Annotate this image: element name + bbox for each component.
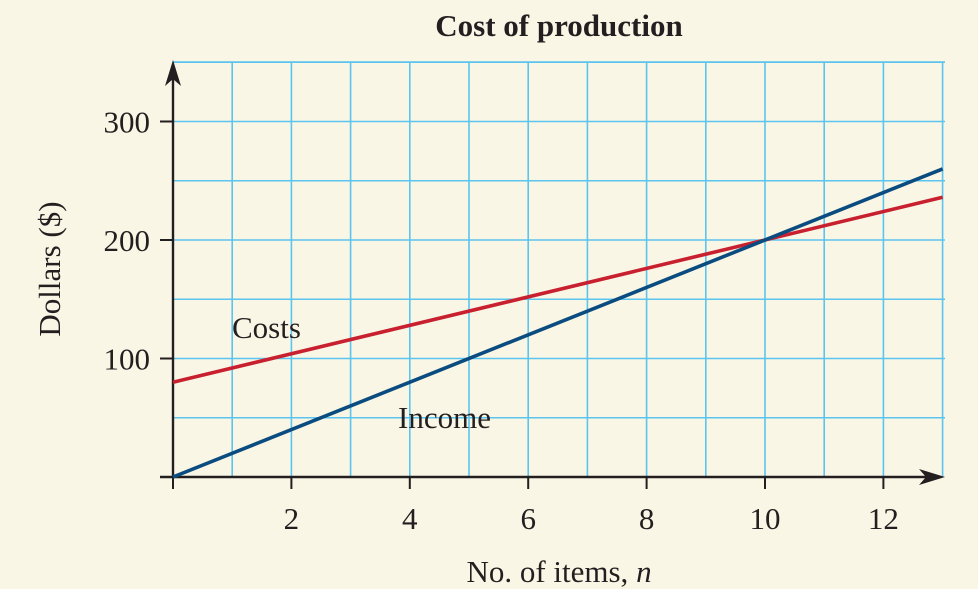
x-axis-arrow	[919, 469, 945, 485]
series-line-income	[172, 167, 944, 479]
x-tick-label: 8	[639, 501, 655, 536]
x-tick-labels: 2 4 6 8 10 12	[284, 501, 899, 536]
y-axis-label: Dollars ($)	[32, 201, 67, 336]
x-axis-variable: n	[636, 554, 652, 589]
y-axis-arrow	[165, 60, 181, 86]
series-label-income: Income	[398, 400, 491, 435]
y-tick-label: 100	[104, 342, 151, 377]
axes	[160, 60, 945, 489]
series-line-costs	[172, 195, 944, 384]
x-tick-label: 10	[750, 501, 781, 536]
x-tick-label: 2	[284, 501, 300, 536]
grid	[173, 61, 945, 477]
y-tick-label: 300	[104, 105, 151, 140]
x-axis-label: No. of items, n	[466, 554, 651, 589]
x-tick-label: 12	[868, 501, 899, 536]
y-tick-label: 200	[104, 223, 151, 258]
y-tick-labels: 100 200 300	[104, 105, 151, 377]
x-axis-label-text: No. of items,	[466, 554, 636, 589]
series-layer	[172, 167, 944, 479]
chart-title: Cost of production	[435, 8, 682, 43]
series-label-costs: Costs	[232, 310, 301, 345]
x-tick-label: 4	[402, 501, 418, 536]
x-tick-label: 6	[520, 501, 536, 536]
